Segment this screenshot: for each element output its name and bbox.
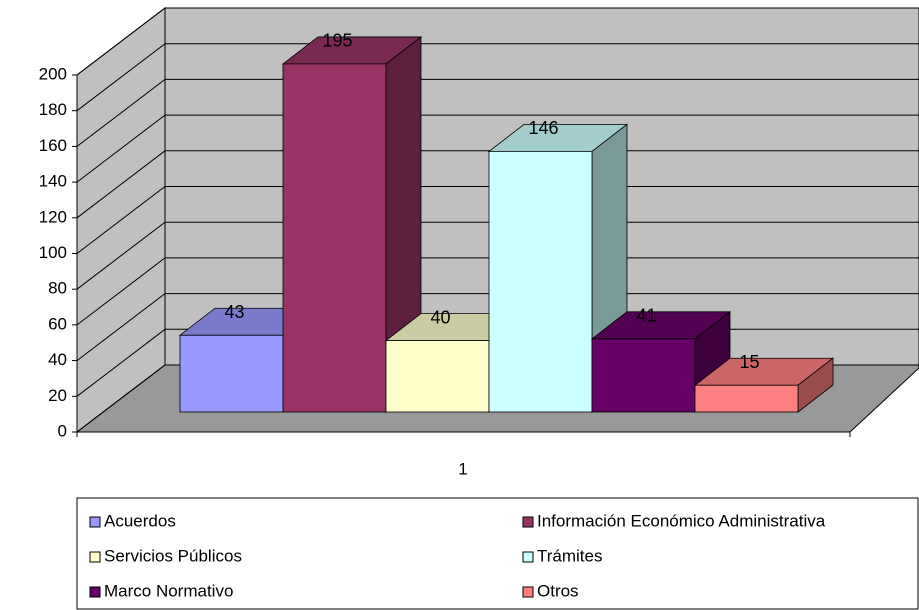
y-tick-label: 140 xyxy=(39,172,67,191)
legend-swatch xyxy=(522,516,534,528)
y-tick-label: 180 xyxy=(39,100,67,119)
grid-line xyxy=(76,150,919,219)
legend-label: Acuerdos xyxy=(104,511,176,530)
bar xyxy=(282,63,387,413)
y-tick-label: 0 xyxy=(58,421,67,440)
legend-label: Trámites xyxy=(537,546,603,565)
legend-swatch xyxy=(89,586,101,598)
grid-line xyxy=(76,78,919,147)
grid-line xyxy=(76,221,919,290)
bar xyxy=(591,338,696,413)
bar xyxy=(179,334,284,413)
y-tick-label: 160 xyxy=(39,136,67,155)
legend-swatch xyxy=(89,551,101,563)
y-tick-label: 100 xyxy=(39,243,67,262)
grid-line xyxy=(76,293,919,361)
y-tick-label: 20 xyxy=(48,386,67,405)
legend-label: Información Económico Administrativa xyxy=(537,511,826,530)
bar xyxy=(694,384,799,413)
grid-line xyxy=(76,114,919,183)
legend-label: Otros xyxy=(537,581,579,600)
y-tick-label: 60 xyxy=(48,314,67,333)
bar xyxy=(385,340,490,413)
value-label: 40 xyxy=(430,307,450,327)
x-tick-label: 1 xyxy=(458,459,467,478)
value-label: 15 xyxy=(739,352,759,372)
y-tick-label: 200 xyxy=(39,64,67,83)
value-label: 41 xyxy=(636,306,656,326)
legend-swatch xyxy=(522,586,534,598)
value-label: 146 xyxy=(528,118,558,138)
value-label: 43 xyxy=(224,302,244,322)
bar xyxy=(488,150,593,413)
value-label: 195 xyxy=(322,31,352,51)
grid-line xyxy=(76,186,919,254)
grid-line xyxy=(76,43,919,112)
grid-line xyxy=(76,7,919,76)
legend-box xyxy=(76,497,919,610)
y-tick-label: 80 xyxy=(48,279,67,298)
legend-label: Marco Normativo xyxy=(104,581,233,600)
legend-swatch xyxy=(522,551,534,563)
legend-swatch xyxy=(89,516,101,528)
y-tick-label: 120 xyxy=(39,207,67,226)
legend-label: Servicios Públicos xyxy=(104,546,242,565)
y-tick-label: 40 xyxy=(48,350,67,369)
grid-line xyxy=(76,257,919,326)
